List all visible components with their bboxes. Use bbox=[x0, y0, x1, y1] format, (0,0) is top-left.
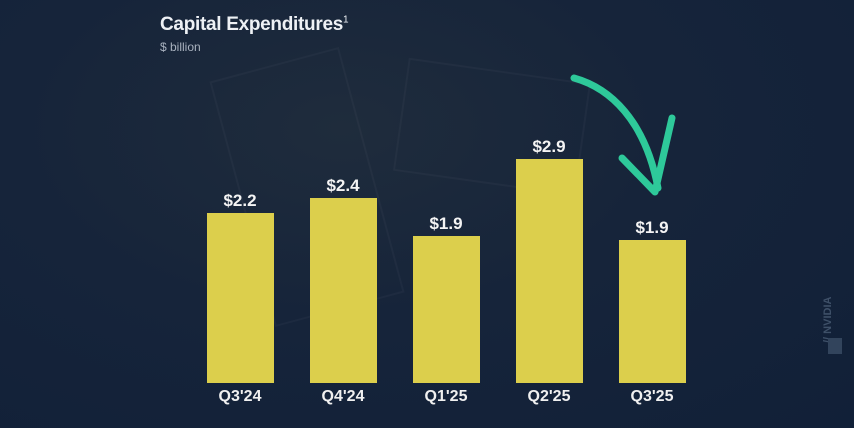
category-label: Q3'25 bbox=[630, 388, 674, 405]
bar-value-label: $1.9 bbox=[429, 214, 463, 233]
bar-q4-24 bbox=[310, 198, 377, 383]
bar-value-label: $2.4 bbox=[326, 176, 360, 195]
bar-q3-24 bbox=[207, 213, 274, 383]
category-label: Q1'25 bbox=[424, 388, 468, 405]
bar-q3-25 bbox=[619, 240, 686, 383]
bar-value-label: $1.9 bbox=[635, 218, 669, 237]
down-arrow-icon bbox=[570, 74, 676, 196]
category-label: Q4'24 bbox=[321, 388, 365, 405]
category-label: Q2'25 bbox=[527, 388, 571, 405]
bar-q1-25 bbox=[413, 236, 480, 383]
category-label: Q3'24 bbox=[218, 388, 262, 405]
bar-value-label: $2.2 bbox=[223, 191, 257, 210]
bar-q2-25 bbox=[516, 159, 583, 383]
chart-title: Capital Expenditures1 bbox=[160, 14, 349, 35]
chart-subtitle: $ billion bbox=[160, 40, 201, 54]
bar-value-label: $2.9 bbox=[532, 137, 566, 156]
watermark-logo-icon bbox=[828, 338, 842, 354]
